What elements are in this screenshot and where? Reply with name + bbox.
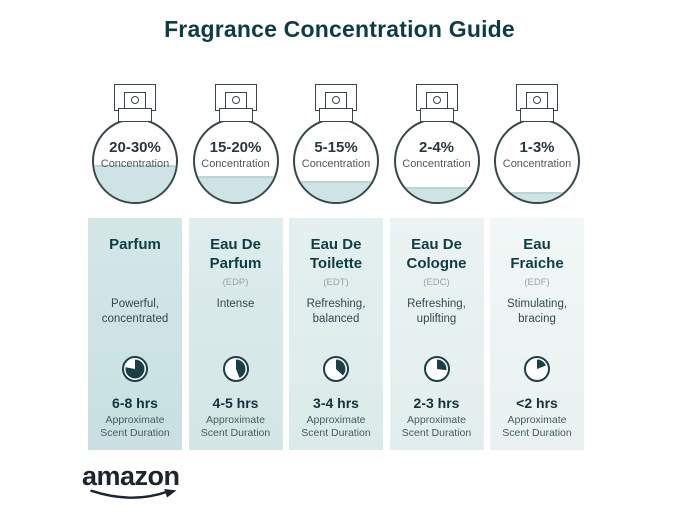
fragrance-name: Eau Fraiche [510,236,564,272]
nozzle-icon [231,96,240,104]
bottle-fill-level [194,175,277,202]
fragrance-description: Powerful, concentrated [101,298,169,325]
bottle-fill-level [496,192,578,202]
concentration-percent: 1-3% [519,139,555,156]
bottle-collar [419,108,454,122]
scent-duration-hours: 4-5 hrs [212,395,259,411]
scent-duration-caption: Approximate Scent Duration [100,414,170,439]
scent-duration-caption: Approximate Scent Duration [401,414,472,439]
scent-duration-hours: <2 hrs [516,395,558,411]
clock-icon [323,356,349,382]
fragrance-name: Parfum [109,236,161,253]
fragrance-name: Eau De Parfum [209,236,262,272]
bottle-fill-level [94,165,176,202]
bottle-collar [218,108,253,122]
nozzle-icon [432,96,441,104]
fragrance-name: Eau De Toilette [309,236,363,272]
bottle-fill-level [395,187,478,202]
bottle-body: 15-20% Concentration [192,118,279,204]
info-card: Eau De Parfum (EDP) Intense 4-5 hrs Appr… [188,218,283,450]
concentration-percent: 15-20% [209,139,262,156]
fragrance-abbreviation: (EDP) [222,277,249,288]
nozzle-icon [332,96,340,104]
concentration-label: Concentration [100,158,170,170]
concentration-label: Concentration [502,158,572,170]
amazon-logo-text: amazon [82,461,180,491]
concentration-percent: 20-30% [109,139,161,156]
scent-duration-hours: 6-8 hrs [112,395,158,411]
concentration-label: Concentration [402,158,471,170]
scent-duration-hours: 2-3 hrs [413,395,460,411]
bottle-collar [520,108,554,122]
fragrance-description: Refreshing, uplifting [407,298,466,325]
column-parfum: 20-30% Concentration Parfum Powerful, co… [88,84,182,450]
bottle-body: 1-3% Concentration [494,118,580,204]
clock-icon [122,356,148,382]
bottle-body: 5-15% Concentration [293,118,379,204]
info-card: Eau De Toilette (EDT) Refreshing, balanc… [289,218,383,450]
bottle-body: 20-30% Concentration [92,118,178,204]
clock-icon [423,356,450,382]
fragrance-name: Eau De Cologne [406,236,467,272]
column-eau-de-parfum: 15-20% Concentration Eau De Parfum (EDP)… [188,84,283,450]
fragrance-abbreviation: (EDT) [323,277,349,288]
perfume-bottle: 2-4% Concentration [390,84,484,218]
scent-duration-caption: Approximate Scent Duration [301,414,371,439]
bottle-collar [319,108,353,122]
scent-duration-hours: 3-4 hrs [313,395,359,411]
nozzle-icon [533,96,541,104]
concentration-percent: 5-15% [314,139,358,156]
bottle-body: 2-4% Concentration [393,118,480,204]
bottle-sprayer [224,92,247,110]
concentration-percent: 2-4% [418,139,455,156]
info-card: Parfum Powerful, concentrated 6-8 hrs Ap… [88,218,182,450]
amazon-smile-icon [90,488,177,499]
fragrance-description: Stimulating, bracing [506,298,568,325]
perfume-bottle: 20-30% Concentration [88,84,182,218]
scent-duration-caption: Approximate Scent Duration [502,414,572,439]
fragrance-description: Refreshing, balanced [306,298,366,325]
fragrance-abbreviation: (EDC) [423,277,450,288]
column-eau-de-cologne: 2-4% Concentration Eau De Cologne (EDC) … [389,84,484,450]
nozzle-icon [131,96,139,104]
amazon-logo: amazon [82,462,202,512]
clock-icon [222,356,249,382]
fragrance-abbreviation: (EDF) [524,277,550,288]
perfume-bottle: 5-15% Concentration [289,84,383,218]
perfume-bottle: 15-20% Concentration [189,84,283,218]
concentration-label: Concentration [201,158,270,170]
info-card: Eau Fraiche (EDF) Stimulating, bracing <… [490,218,584,450]
bottle-fill-level [295,180,377,202]
perfume-bottle: 1-3% Concentration [490,84,584,218]
page-title: Fragrance Concentration Guide [164,16,515,42]
column-eau-de-toilette: 5-15% Concentration Eau De Toilette (EDT… [289,84,383,450]
concentration-label: Concentration [301,158,371,170]
info-card: Eau De Cologne (EDC) Refreshing, uplifti… [389,218,484,450]
fragrance-description: Intense [216,298,255,310]
clock-icon [524,356,550,382]
fragrance-abbreviation [93,277,177,289]
bottle-collar [118,108,152,122]
columns-grid: 20-30% Concentration Parfum Powerful, co… [88,84,584,450]
scent-duration-caption: Approximate Scent Duration [200,414,271,439]
column-eau-fraiche: 1-3% Concentration Eau Fraiche (EDF) Sti… [490,84,584,450]
